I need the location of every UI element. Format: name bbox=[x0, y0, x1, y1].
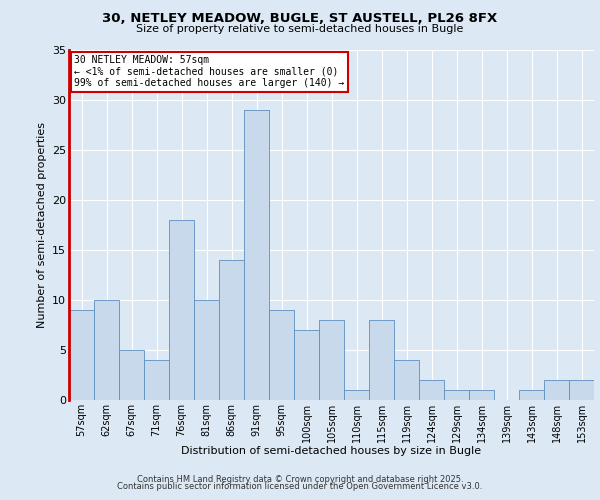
Bar bbox=[294, 330, 319, 400]
Text: 30, NETLEY MEADOW, BUGLE, ST AUSTELL, PL26 8FX: 30, NETLEY MEADOW, BUGLE, ST AUSTELL, PL… bbox=[103, 12, 497, 26]
Bar bbox=[119, 350, 144, 400]
Text: Contains HM Land Registry data © Crown copyright and database right 2025.: Contains HM Land Registry data © Crown c… bbox=[137, 475, 463, 484]
Bar bbox=[194, 300, 219, 400]
Text: Size of property relative to semi-detached houses in Bugle: Size of property relative to semi-detach… bbox=[136, 24, 464, 34]
Text: Contains public sector information licensed under the Open Government Licence v3: Contains public sector information licen… bbox=[118, 482, 482, 491]
Y-axis label: Number of semi-detached properties: Number of semi-detached properties bbox=[37, 122, 47, 328]
Bar bbox=[144, 360, 169, 400]
Bar bbox=[469, 390, 494, 400]
Bar bbox=[269, 310, 294, 400]
Bar bbox=[94, 300, 119, 400]
Bar bbox=[419, 380, 444, 400]
Bar bbox=[544, 380, 569, 400]
Bar bbox=[69, 310, 94, 400]
Bar bbox=[369, 320, 394, 400]
X-axis label: Distribution of semi-detached houses by size in Bugle: Distribution of semi-detached houses by … bbox=[181, 446, 482, 456]
Bar bbox=[394, 360, 419, 400]
Bar bbox=[219, 260, 244, 400]
Bar bbox=[344, 390, 369, 400]
Bar bbox=[169, 220, 194, 400]
Bar bbox=[519, 390, 544, 400]
Text: 30 NETLEY MEADOW: 57sqm
← <1% of semi-detached houses are smaller (0)
99% of sem: 30 NETLEY MEADOW: 57sqm ← <1% of semi-de… bbox=[74, 56, 344, 88]
Bar bbox=[569, 380, 594, 400]
Bar bbox=[444, 390, 469, 400]
Bar bbox=[319, 320, 344, 400]
Bar bbox=[244, 110, 269, 400]
